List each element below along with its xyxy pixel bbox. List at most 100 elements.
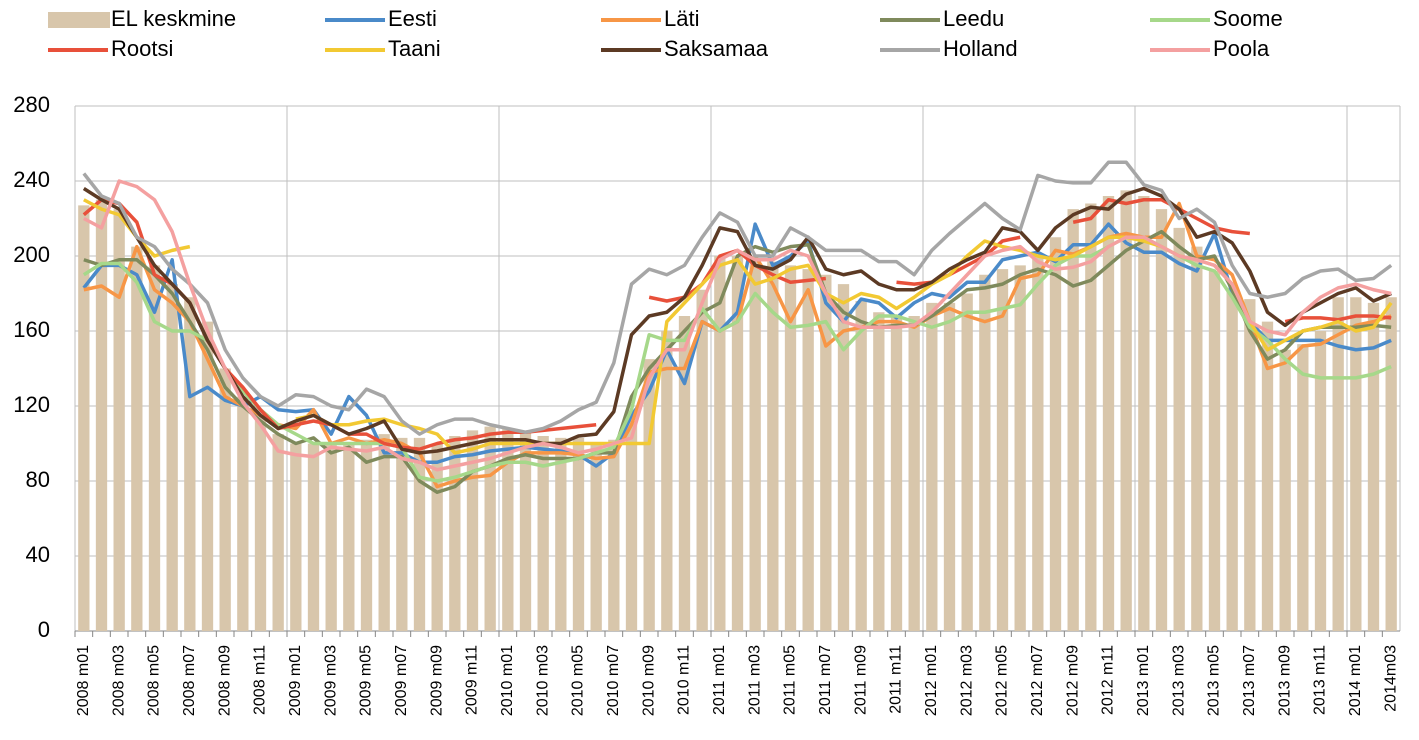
x-tick-label: 2009 m07	[393, 645, 410, 716]
bar	[1385, 297, 1397, 631]
legend-label: Leedu	[943, 6, 1004, 31]
x-tick-label: 2010 m03	[534, 645, 551, 716]
x-tick-label: 2009 m03	[322, 645, 339, 716]
bar	[820, 274, 832, 631]
bar	[678, 316, 691, 631]
bar	[166, 284, 178, 631]
bar	[95, 199, 108, 631]
legend-swatch	[48, 12, 110, 28]
bar	[1102, 196, 1115, 631]
line	[83, 229, 1392, 494]
x-tick-label: 2012 m01	[923, 645, 940, 716]
x-tick-label: 2013 m05	[1206, 645, 1223, 716]
bar	[307, 443, 320, 631]
bar	[290, 443, 302, 631]
bar	[466, 430, 479, 631]
bar	[1208, 271, 1221, 631]
legend-label: Poola	[1213, 36, 1270, 61]
bar	[873, 312, 885, 631]
bar	[784, 265, 797, 631]
x-tick-label: 2013 m01	[1135, 645, 1152, 716]
bar	[1067, 209, 1079, 631]
y-tick-label: 200	[13, 242, 50, 267]
legend-label: EL keskmine	[111, 6, 236, 31]
bar	[343, 443, 355, 631]
bar	[749, 261, 761, 631]
bar	[1244, 299, 1256, 631]
x-tick-label: 2011 m07	[817, 645, 834, 715]
bar	[502, 428, 514, 631]
bar	[201, 321, 214, 631]
x-tick-label: 2010 m11	[676, 645, 693, 715]
y-tick-label: 120	[13, 392, 50, 417]
line	[82, 186, 1392, 455]
bar	[360, 439, 373, 631]
x-tick-label: 2012 m07	[1029, 645, 1046, 716]
bar	[148, 265, 161, 631]
bar	[537, 436, 549, 631]
x-tick-label: 2009 m11	[464, 645, 481, 715]
bar	[572, 437, 585, 631]
bar	[1297, 344, 1309, 631]
bar	[1085, 203, 1097, 631]
bar	[1226, 287, 1238, 631]
x-tick-label: 2013 m09	[1276, 645, 1293, 716]
bar	[219, 368, 231, 631]
legend-label: Taani	[388, 36, 441, 61]
legend-label: Läti	[664, 6, 699, 31]
legend-label: Rootsi	[111, 36, 173, 61]
y-tick-label: 280	[13, 92, 50, 117]
bar	[1049, 237, 1062, 631]
bar	[802, 269, 814, 631]
x-tick-label: 2010 m01	[499, 645, 516, 716]
x-tick-label: 2009 m05	[358, 645, 375, 716]
x-tick-label: 2012 m05	[994, 645, 1011, 716]
bar	[449, 436, 461, 631]
bar	[714, 256, 726, 631]
bar	[855, 301, 867, 631]
bar	[590, 443, 602, 631]
x-tick-label: 2008 m07	[181, 645, 198, 716]
x-tick-label: 2013 m11	[1312, 645, 1329, 715]
bar	[519, 432, 532, 631]
bar	[1014, 265, 1026, 631]
bar	[643, 359, 655, 631]
x-tick-label: 2013 m07	[1241, 645, 1258, 716]
bar	[890, 316, 903, 631]
y-tick-label: 80	[26, 467, 50, 492]
x-tick-label: 2010 m05	[570, 645, 587, 716]
bar	[1367, 302, 1380, 631]
x-tick-label: 2012 m09	[1064, 645, 1081, 716]
bar	[272, 434, 284, 631]
bar	[1155, 209, 1168, 631]
x-tick-label: 2008 m03	[110, 645, 127, 716]
bar	[78, 205, 90, 631]
line	[82, 222, 1392, 468]
bar	[767, 261, 779, 631]
bar	[696, 289, 708, 631]
x-tick-label: 2010 m07	[605, 645, 622, 716]
bar	[113, 209, 125, 631]
bar	[926, 302, 938, 631]
x-tick-label: 2008 m01	[75, 645, 92, 716]
bar	[1120, 190, 1132, 631]
bar	[1350, 297, 1362, 631]
bar	[837, 284, 850, 631]
x-tick-label: 2008 m05	[146, 645, 163, 716]
x-tick-label: 2008 m09	[216, 645, 233, 716]
x-tick-label: 2011 m05	[782, 645, 799, 715]
bar	[661, 331, 673, 631]
x-tick-label: 2011 m11	[888, 645, 905, 714]
bar	[731, 256, 744, 631]
x-tick-label: 2009 m09	[428, 645, 445, 716]
bar	[431, 443, 443, 631]
bar	[908, 316, 920, 631]
x-tick-label: 2011 m09	[852, 645, 869, 715]
x-tick-label: 2014 m01	[1347, 645, 1364, 716]
bar	[1332, 297, 1344, 631]
bar	[608, 439, 620, 631]
bar	[184, 297, 196, 631]
bar	[1138, 196, 1150, 631]
bar	[555, 437, 567, 631]
